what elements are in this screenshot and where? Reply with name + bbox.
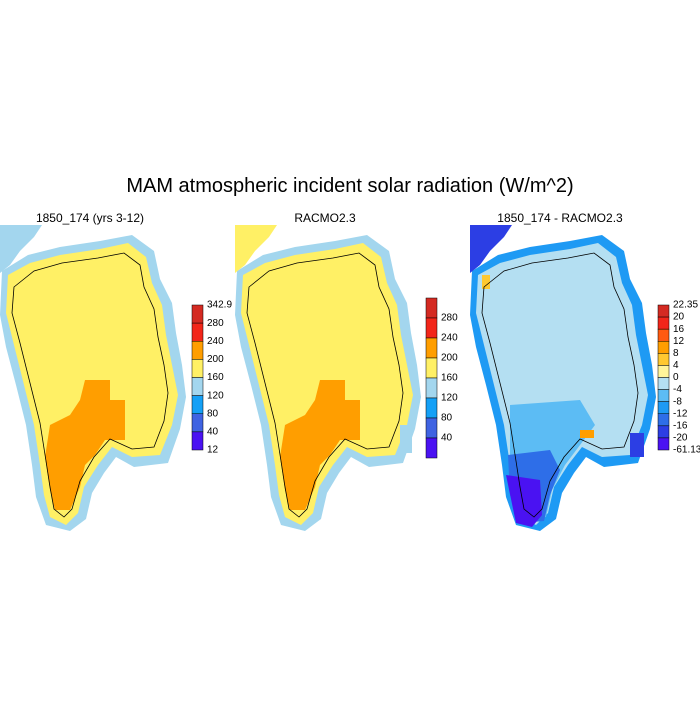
colorbar-label: 240	[207, 336, 224, 347]
colorbar-bin	[191, 413, 204, 433]
colorbar-label: -20	[673, 433, 688, 444]
map-panel	[235, 225, 421, 531]
island	[630, 433, 644, 457]
colorbar-bin	[657, 365, 670, 378]
island	[400, 425, 412, 453]
colorbar-label: -8	[673, 396, 682, 407]
colorbar-bin	[191, 395, 204, 414]
colorbar-bin	[425, 417, 438, 439]
colorbar-bin	[425, 297, 438, 319]
colorbar-bin	[425, 357, 438, 379]
colorbar-bin	[657, 425, 670, 439]
colorbar-bin	[191, 304, 204, 324]
colorbar-label: 200	[207, 354, 224, 365]
colorbar-label: 80	[207, 408, 219, 419]
colorbar-bin	[425, 377, 438, 399]
colorbar-label: 160	[207, 372, 224, 383]
colorbar-label: 280	[207, 318, 224, 329]
figure-title: MAM atmospheric incident solar radiation…	[126, 175, 573, 197]
colorbar-label: 200	[441, 353, 458, 364]
colorbar-bin	[657, 316, 670, 330]
colorbar-label: 40	[441, 433, 453, 444]
colorbar-bin	[191, 377, 204, 396]
positive-region	[580, 430, 594, 438]
colorbar-label: 0	[673, 372, 679, 383]
colorbar-label: 40	[207, 427, 219, 438]
panel-title: RACMO2.3	[294, 211, 356, 225]
positive-region	[482, 275, 490, 289]
colorbar-bin	[191, 359, 204, 378]
panel-title: 1850_174 - RACMO2.3	[497, 211, 623, 225]
colorbar-label: 20	[673, 312, 685, 323]
colorbar-bin	[657, 437, 670, 451]
map-panel	[470, 225, 656, 531]
colorbar-bin	[425, 317, 438, 339]
colorbar-label: 16	[673, 324, 685, 335]
colorbars: 342.928024020016012080401228024020016012…	[191, 297, 700, 459]
map-panel	[0, 225, 186, 531]
colorbar-bin	[657, 377, 670, 390]
colorbar-label: -61.13	[673, 445, 700, 456]
colorbar-label: 12	[207, 445, 219, 456]
colorbar-bin	[425, 437, 438, 459]
colorbar-bin	[657, 328, 670, 342]
colorbar-bin	[425, 337, 438, 359]
colorbar-bin	[657, 413, 670, 427]
colorbar-label: 4	[673, 360, 679, 371]
colorbar-label: 8	[673, 348, 679, 359]
colorbar-label: -12	[673, 408, 688, 419]
colorbar-label: 12	[673, 336, 685, 347]
colorbar-label: 22.35	[673, 300, 698, 311]
colorbar-bin	[191, 322, 204, 342]
colorbar-label: 120	[441, 393, 458, 404]
colorbar-label: 160	[441, 373, 458, 384]
colorbar-bin	[425, 397, 438, 419]
colorbar-bin	[657, 341, 670, 354]
colorbar-label: 342.9	[207, 300, 232, 311]
colorbar-label: 240	[441, 333, 458, 344]
colorbar-bin	[191, 341, 204, 360]
colorbar-label: 280	[441, 313, 458, 324]
strong-negative-region	[506, 475, 542, 527]
colorbar-bin	[657, 353, 670, 366]
colorbar-bin	[657, 401, 670, 414]
colorbar-label: -16	[673, 420, 688, 431]
colorbar-bin	[657, 389, 670, 402]
colorbar-bin	[191, 431, 204, 451]
colorbar-bin	[657, 304, 670, 318]
colorbar-label: -4	[673, 384, 682, 395]
colorbar-label: 80	[441, 413, 453, 424]
panel-title: 1850_174 (yrs 3-12)	[36, 211, 144, 225]
colorbar-label: 120	[207, 390, 224, 401]
